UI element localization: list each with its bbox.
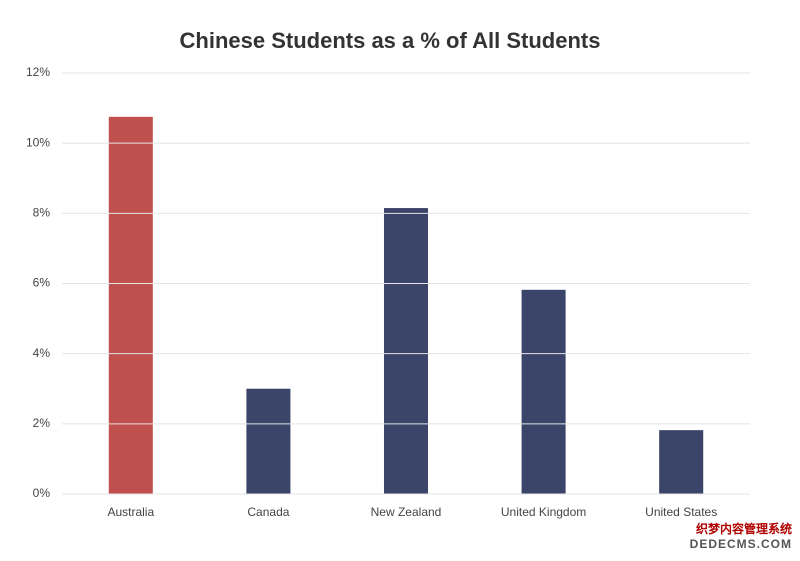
y-tick-label: 10%: [26, 135, 50, 149]
bar: [108, 116, 153, 495]
x-tick-label: Canada: [247, 505, 289, 519]
watermark: 织梦内容管理系统: [696, 521, 792, 536]
x-tick-label: United Kingdom: [501, 505, 586, 519]
y-tick-label: 2%: [33, 416, 51, 430]
chart-title: Chinese Students as a % of All Students: [180, 28, 601, 53]
watermark: DEDECMS.COM: [690, 537, 792, 551]
y-tick-label: 6%: [33, 276, 51, 290]
x-tick-label: New Zealand: [371, 505, 442, 519]
x-tick-label: Australia: [107, 505, 154, 519]
bar: [246, 388, 291, 494]
bar: [383, 208, 429, 494]
bar: [521, 289, 566, 494]
y-tick-label: 8%: [33, 206, 51, 220]
y-tick-label: 4%: [33, 346, 51, 360]
y-tick-label: 0%: [33, 486, 51, 500]
y-tick-label: 12%: [26, 65, 50, 79]
x-tick-label: United States: [645, 505, 717, 519]
bar: [659, 430, 704, 494]
